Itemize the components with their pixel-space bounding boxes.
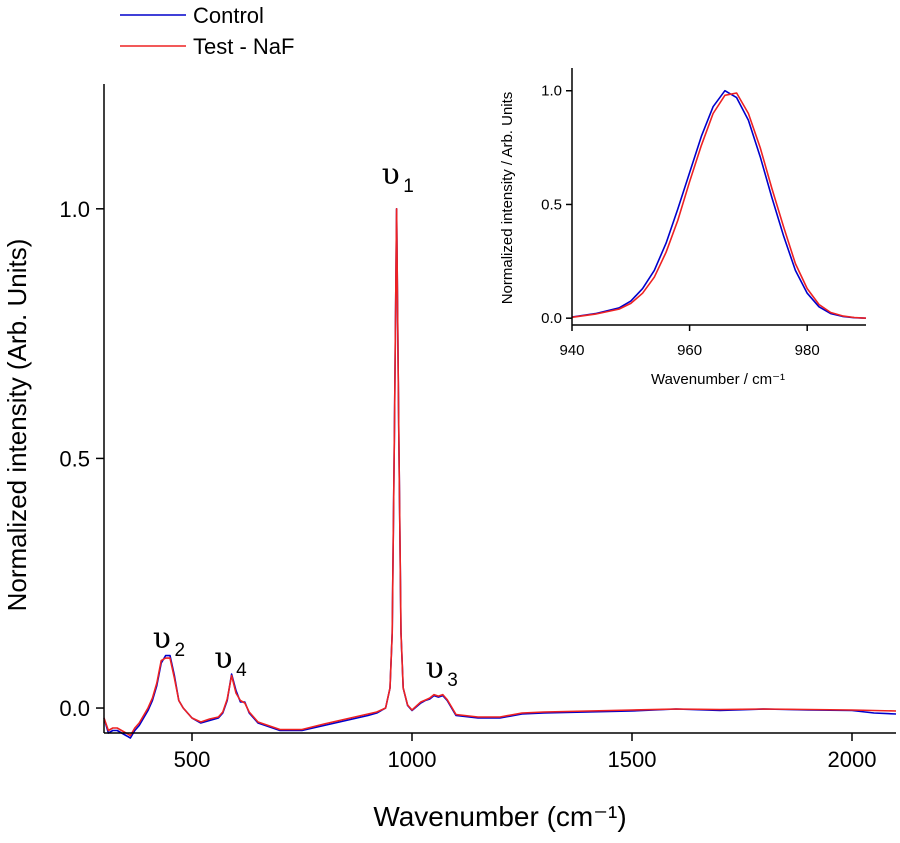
- peak-label-v4-subscript: 4: [236, 660, 247, 681]
- main-series-line-1: [103, 208, 897, 737]
- main-x-ticks: 500 1000 1500 2000: [174, 733, 877, 772]
- inset-x-tick-label: 960: [677, 342, 702, 359]
- inset-y-tick-label: 0.5: [541, 196, 562, 213]
- peak-label-v1-subscript: 1: [403, 176, 414, 197]
- inset-series-line-1: [571, 92, 867, 319]
- main-y-tick-label: 1.0: [59, 197, 90, 222]
- inset-x-axis-label: Wavenumber / cm⁻¹: [651, 371, 785, 388]
- inset-y-axis-label: Normalized intensity / Arb. Units: [499, 92, 516, 305]
- legend: Control Test - NaF: [120, 3, 294, 59]
- main-y-tick-label: 0.5: [59, 446, 90, 471]
- peak-label-v3: υ: [425, 651, 443, 686]
- main-x-tick-label: 1500: [608, 747, 657, 772]
- inset-y-tick-label: 1.0: [541, 83, 562, 100]
- peak-label-v4: υ: [214, 641, 232, 676]
- inset-x-tick-label: 940: [559, 342, 584, 359]
- main-x-tick-label: 2000: [828, 747, 877, 772]
- inset-series-line-0: [571, 89, 867, 319]
- main-x-axis-label: Wavenumber (cm⁻¹): [373, 801, 626, 832]
- main-y-axis-label: Normalized intensity (Arb. Units): [2, 239, 32, 612]
- peak-label-v2-subscript: 2: [175, 640, 186, 661]
- main-x-tick-label: 500: [174, 747, 211, 772]
- peak-label-v3-subscript: 3: [447, 670, 458, 691]
- peak-label-v2: υ: [153, 621, 171, 656]
- peak-label-v1: υ: [381, 157, 399, 192]
- inset-x-tick-label: 980: [795, 342, 820, 359]
- main-plot: υ 1υ 2 υ 4 υ 3 500 1000 1500 2000 0.00.51.0 Waven…: [2, 84, 897, 832]
- main-series-group: [103, 208, 897, 739]
- inset-plot: 940 960 980 0.0 0.5 1.0 Wavenumber / cm⁻¹ No…: [499, 68, 867, 388]
- inset-y-tick-label: 0.0: [541, 310, 562, 327]
- main-y-ticks: 0.0 0.5 1.0: [59, 197, 104, 721]
- inset-y-ticks: 0.0 0.5 1.0: [541, 83, 572, 327]
- inset-x-ticks: 940 960 980: [559, 325, 820, 359]
- main-x-tick-label: 1000: [388, 747, 437, 772]
- inset-series-group: [571, 89, 867, 319]
- main-y-tick-label: 0.0: [59, 696, 90, 721]
- main-annotations: υ 1υ 2 υ 4 υ 3: [153, 157, 458, 691]
- legend-label-test: Test - NaF: [193, 34, 294, 59]
- legend-label-control: Control: [193, 3, 264, 28]
